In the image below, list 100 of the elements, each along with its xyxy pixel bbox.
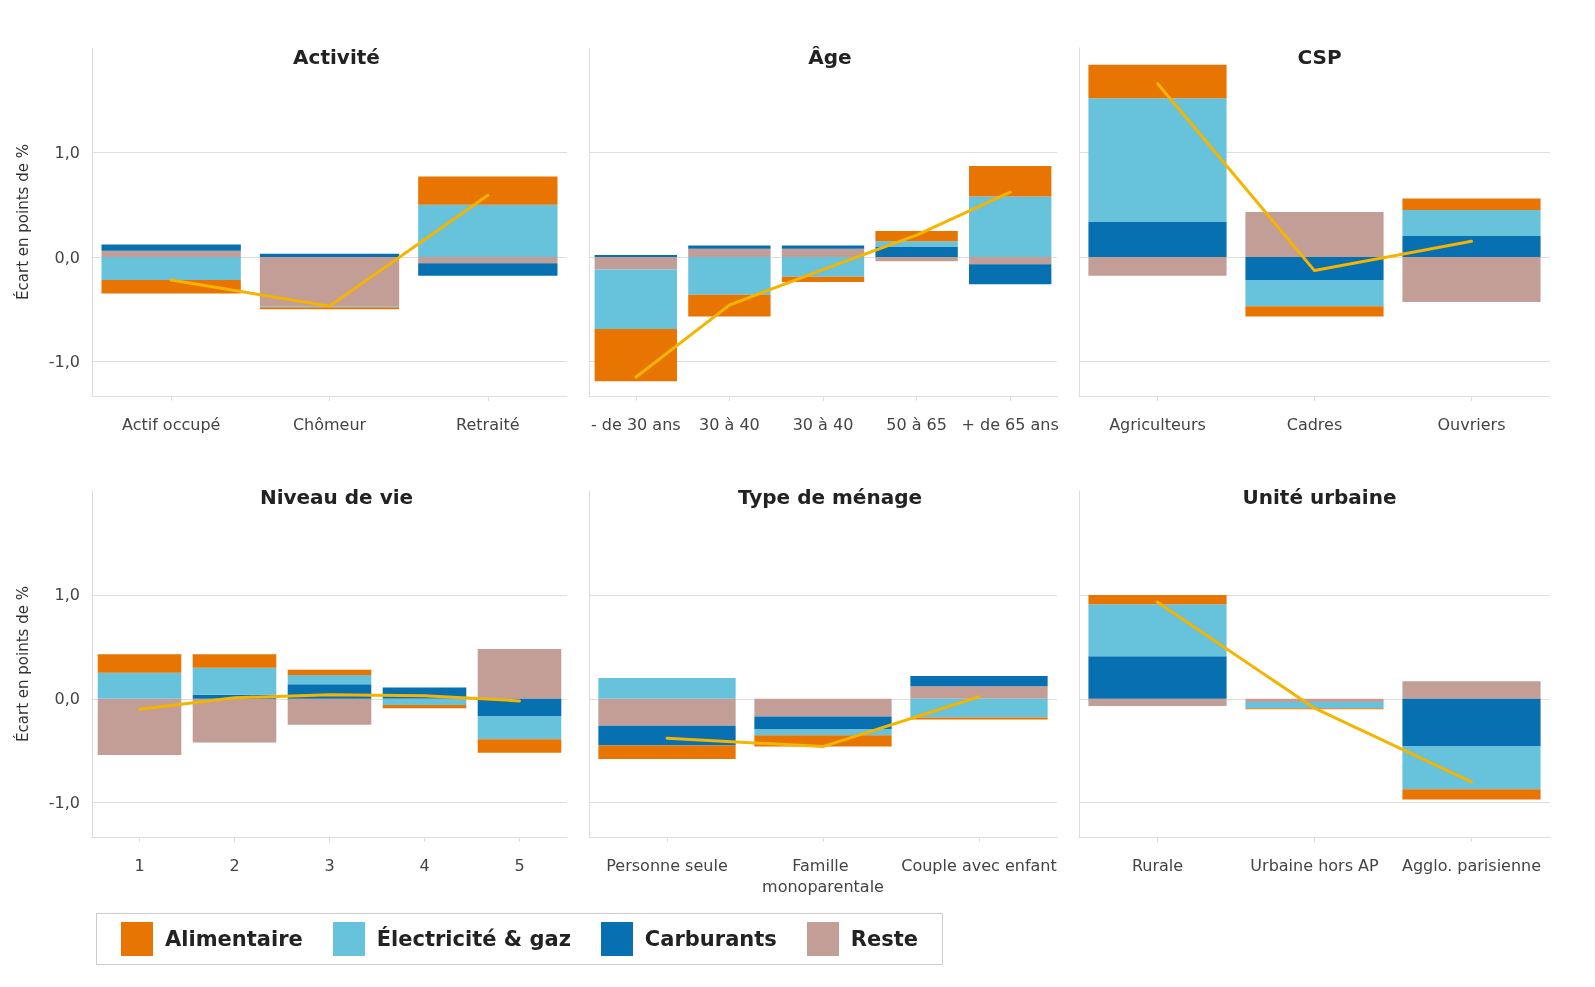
bar [754, 698, 892, 717]
bar [1402, 746, 1541, 790]
bar [969, 196, 1052, 258]
x-tick-label: 3 [324, 856, 335, 875]
bar [594, 329, 677, 382]
bar [875, 246, 958, 258]
chart-title: Type de ménage [737, 485, 923, 509]
legend-label: Reste [850, 927, 918, 951]
y-axis-title: Écart en points de % [12, 144, 32, 300]
bar [688, 248, 771, 258]
y-tick-label: 1,0 [54, 585, 80, 605]
bar [754, 728, 892, 736]
x-tick-label: Actif occupé [121, 415, 221, 434]
bar [598, 698, 736, 726]
bar [910, 717, 1048, 720]
bar [688, 245, 771, 249]
bar [1088, 98, 1227, 222]
bar [192, 667, 277, 695]
bar [1088, 604, 1227, 657]
y-axis-title: Écart en points de % [12, 586, 32, 742]
bar [1245, 257, 1384, 280]
bar [781, 248, 865, 258]
bar [1088, 698, 1227, 707]
bar [1245, 212, 1384, 258]
bar [418, 204, 558, 258]
bar [1088, 656, 1227, 699]
chart-title: Âge [808, 45, 852, 69]
bar [969, 264, 1052, 285]
x-tick-label: Famille monoparentale [762, 856, 884, 896]
chart-title: Unité urbaine [1242, 485, 1397, 509]
bar [1402, 681, 1541, 699]
bar [1088, 64, 1227, 99]
bar [598, 725, 736, 746]
bar [598, 678, 736, 699]
bar [418, 176, 558, 205]
bar [1402, 198, 1541, 210]
y-tick-label: 1,0 [54, 143, 80, 162]
bar [969, 257, 1052, 265]
bar [969, 166, 1052, 197]
bar [192, 698, 277, 743]
bar [1088, 594, 1227, 605]
x-tick-label: Agglo. parisienne [1401, 856, 1542, 875]
bar [1402, 257, 1541, 302]
bar [910, 698, 1048, 718]
bar [781, 245, 865, 249]
x-tick-label: 2 [229, 856, 240, 875]
x-tick-label: 30 à 40 [699, 415, 760, 434]
bar [1402, 698, 1541, 747]
bar [594, 257, 677, 270]
bar [192, 654, 277, 668]
x-tick-label: 4 [419, 856, 430, 875]
x-tick-label: 1 [134, 856, 145, 875]
bar [1088, 257, 1227, 276]
x-tick-label: 5 [514, 856, 525, 875]
x-tick-label: Personne seule [606, 856, 728, 875]
x-tick-label: 50 à 65 [886, 415, 947, 434]
bar [259, 253, 400, 258]
bar [688, 294, 771, 317]
x-tick-label: Ouvriers [1437, 415, 1506, 434]
bar [1402, 236, 1541, 258]
bar [97, 654, 182, 673]
legend-label: Carburants [644, 927, 777, 951]
bar [259, 257, 400, 307]
bar [1245, 280, 1384, 307]
x-tick-label: Agriculteurs [1109, 415, 1206, 434]
x-tick-label: - de 30 ans [590, 415, 681, 434]
bar [477, 716, 562, 740]
bar [101, 244, 241, 251]
x-tick-label: Retraité [456, 415, 520, 434]
bar [101, 257, 241, 280]
bar [287, 669, 372, 675]
bar [477, 739, 562, 753]
line-series [138, 693, 521, 711]
bar [97, 698, 182, 755]
bar [97, 672, 182, 699]
bar [382, 705, 467, 709]
legend-label: Alimentaire [165, 927, 303, 951]
y-tick-label: 0,0 [54, 689, 80, 709]
chart-title: Niveau de vie [259, 485, 414, 509]
bar [418, 263, 558, 276]
bar [418, 257, 558, 264]
bar [382, 698, 467, 706]
bar [598, 745, 736, 760]
y-tick-label: -1,0 [48, 352, 80, 372]
chart-title: Activité [293, 45, 380, 69]
x-tick-label: Chômeur [292, 415, 367, 434]
x-tick-label: + de 65 ans [961, 415, 1059, 434]
bar [101, 250, 241, 258]
bar [594, 269, 677, 330]
bar [1245, 701, 1384, 709]
x-tick-label: Urbaine hors AP [1250, 856, 1379, 875]
y-tick-label: -1,0 [48, 793, 80, 813]
bar [1402, 789, 1541, 800]
x-tick-label: 30 à 40 [792, 415, 854, 434]
bar [287, 698, 372, 725]
bar [1088, 221, 1227, 258]
bar [1402, 209, 1541, 237]
legend-label: Électricité & gaz [376, 927, 571, 951]
x-tick-label: Couple avec enfant [901, 856, 1057, 875]
chart-title: CSP [1297, 45, 1342, 69]
